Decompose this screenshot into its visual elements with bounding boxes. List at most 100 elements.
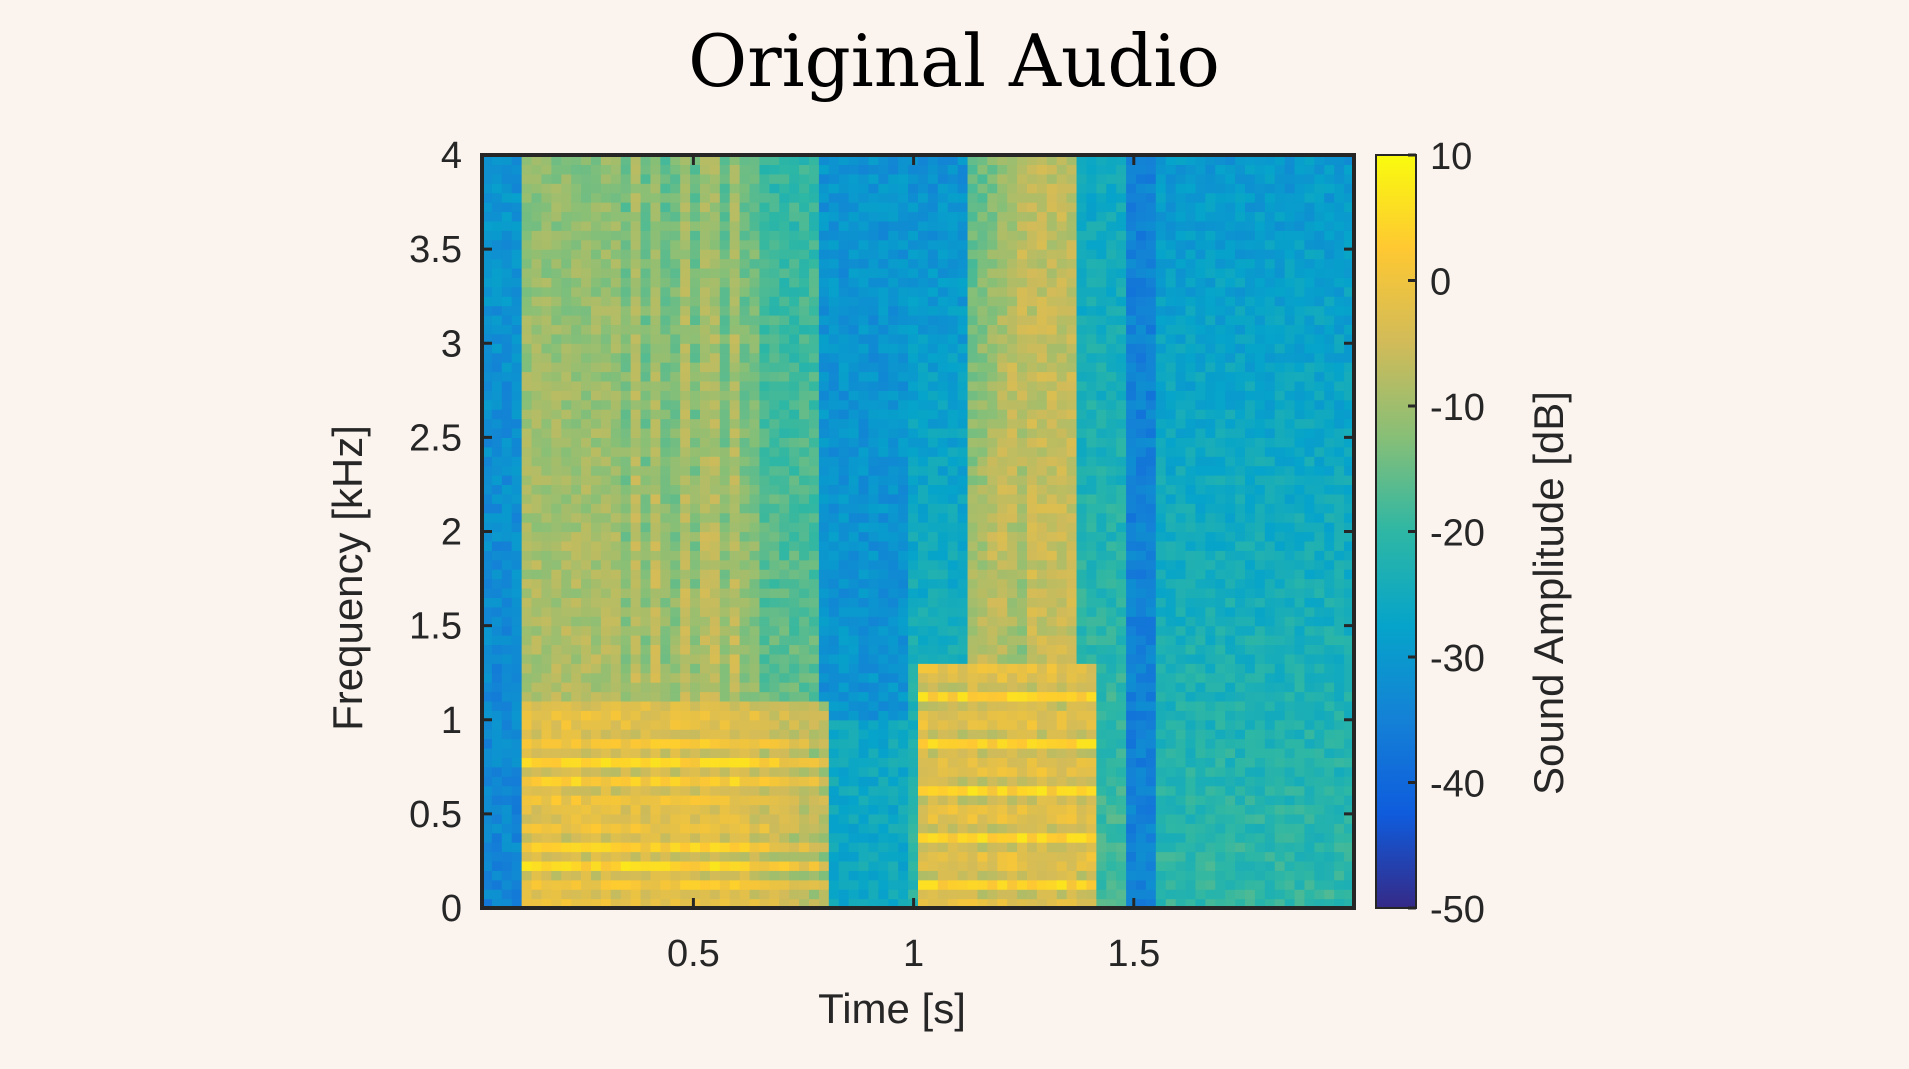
spectrogram-cell: [799, 747, 810, 758]
spectrogram-cell: [1086, 484, 1097, 495]
spectrogram-cell: [680, 418, 691, 429]
spectrogram-cell: [630, 267, 642, 278]
spectrogram-cell: [600, 672, 612, 683]
spectrogram-cell: [858, 851, 870, 862]
spectrogram-cell: [858, 757, 870, 768]
spectrogram-cell: [858, 352, 870, 363]
spectrogram-cell: [1027, 710, 1038, 721]
spectrogram-cell: [838, 691, 850, 702]
spectrogram-cell: [591, 531, 602, 542]
spectrogram-cell: [828, 776, 840, 787]
spectrogram-cell: [799, 738, 810, 749]
spectrogram-cell: [541, 286, 552, 297]
spectrogram-cell: [491, 813, 503, 824]
spectrogram-cell: [987, 776, 998, 787]
spectrogram-cell: [1007, 362, 1018, 373]
spectrogram-cell: [1027, 663, 1038, 674]
spectrogram-cell: [759, 644, 770, 655]
spectrogram-cell: [620, 842, 632, 853]
spectrogram-cell: [937, 475, 949, 486]
spectrogram-cell: [888, 192, 899, 203]
spectrogram-cell: [1046, 870, 1058, 881]
spectrogram-cell: [749, 427, 761, 438]
spectrogram-cell: [789, 738, 800, 749]
spectrogram-cell: [898, 409, 909, 420]
spectrogram-cell: [630, 155, 642, 166]
spectrogram-cell: [610, 427, 622, 438]
spectrogram-cell: [878, 475, 889, 486]
spectrogram-cell: [610, 785, 622, 796]
spectrogram-cell: [581, 870, 592, 881]
spectrogram-cell: [491, 230, 503, 241]
spectrogram-cell: [700, 183, 711, 194]
spectrogram-cell: [581, 672, 592, 683]
spectrogram-cell: [878, 625, 889, 636]
spectrogram-cell: [620, 427, 632, 438]
spectrogram-cell: [789, 559, 800, 570]
spectrogram-cell: [482, 851, 493, 862]
spectrogram-cell: [858, 390, 870, 401]
spectrogram-cell: [719, 202, 731, 213]
spectrogram-cell: [491, 606, 503, 617]
spectrogram-cell: [600, 371, 612, 382]
spectrogram-cell: [779, 569, 790, 580]
spectrogram-cell: [690, 785, 701, 796]
spectrogram-cell: [739, 550, 751, 561]
spectrogram-cell: [848, 813, 860, 824]
spectrogram-cell: [769, 305, 780, 316]
spectrogram-cell: [977, 512, 988, 523]
spectrogram-cell: [947, 700, 959, 711]
spectrogram-cell: [1096, 898, 1107, 909]
spectrogram-cell: [977, 230, 988, 241]
spectrogram-cell: [640, 230, 652, 241]
spectrogram-cell: [987, 540, 998, 551]
spectrogram-cell: [987, 277, 998, 288]
spectrogram-cell: [759, 503, 770, 514]
spectrogram-cell: [858, 842, 870, 853]
spectrogram-cell: [828, 418, 840, 429]
spectrogram-cell: [828, 286, 840, 297]
spectrogram-cell: [660, 644, 671, 655]
spectrogram-cell: [769, 616, 780, 627]
spectrogram-cell: [670, 569, 681, 580]
spectrogram-cell: [709, 663, 721, 674]
spectrogram-cell: [1056, 813, 1068, 824]
spectrogram-cell: [828, 540, 840, 551]
spectrogram-cell: [491, 757, 503, 768]
spectrogram-cell: [967, 672, 979, 683]
spectrogram-cell: [977, 766, 988, 777]
spectrogram-cell: [947, 635, 959, 646]
spectrogram-cell: [620, 484, 632, 495]
spectrogram-cell: [521, 587, 533, 598]
spectrogram-cell: [700, 795, 711, 806]
spectrogram-cell: [600, 202, 612, 213]
spectrogram-cell: [1076, 183, 1088, 194]
spectrogram-cell: [789, 785, 800, 796]
spectrogram-cell: [987, 653, 998, 664]
spectrogram-cell: [709, 870, 721, 881]
spectrogram-cell: [739, 635, 751, 646]
spectrogram-cell: [878, 173, 889, 184]
spectrogram-cell: [749, 493, 761, 504]
spectrogram-cell: [828, 578, 840, 589]
spectrogram-cell: [749, 465, 761, 476]
spectrogram-cell: [1007, 747, 1018, 758]
spectrogram-cell: [630, 587, 642, 598]
spectrogram-cell: [501, 823, 513, 834]
spectrogram-cell: [799, 418, 810, 429]
spectrogram-cell: [690, 155, 701, 166]
spectrogram-cell: [779, 747, 790, 758]
spectrogram-cell: [620, 522, 632, 533]
spectrogram-cell: [818, 315, 830, 326]
spectrogram-cell: [789, 465, 800, 476]
spectrogram-cell: [848, 277, 860, 288]
spectrogram-cell: [739, 211, 751, 222]
spectrogram-cell: [739, 324, 751, 335]
spectrogram-cell: [908, 333, 919, 344]
spectrogram-cell: [640, 155, 652, 166]
spectrogram-cell: [690, 559, 701, 570]
spectrogram-cell: [967, 183, 979, 194]
spectrogram-cell: [1046, 757, 1058, 768]
spectrogram-cell: [947, 616, 959, 627]
spectrogram-cell: [1056, 682, 1068, 693]
